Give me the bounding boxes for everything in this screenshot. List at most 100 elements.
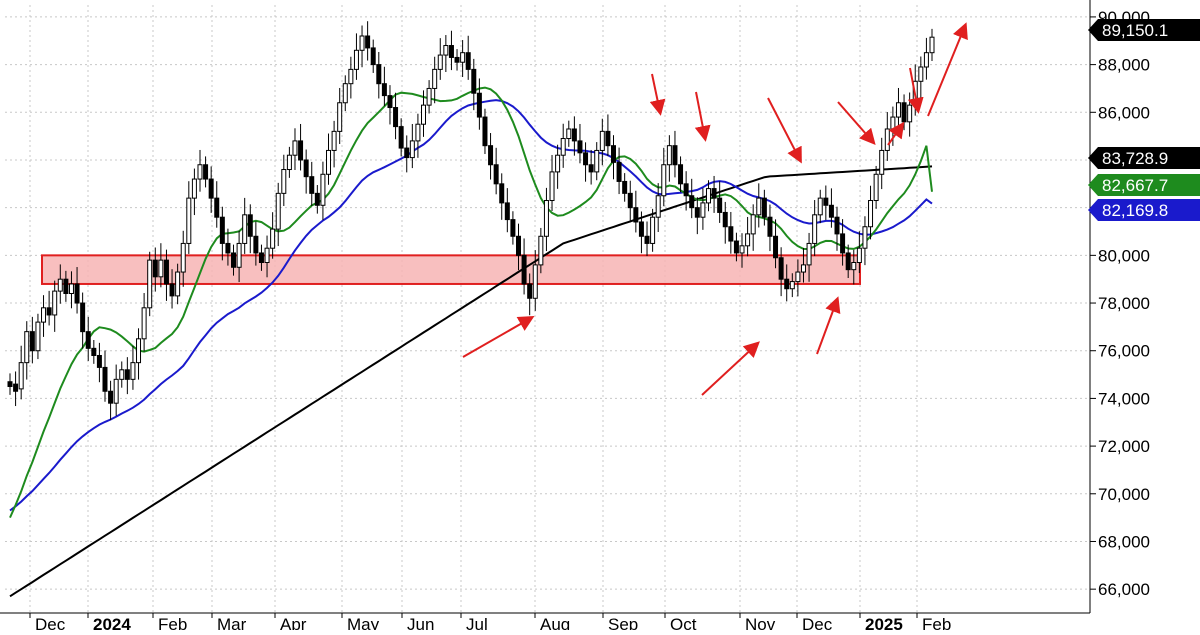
y-tick-label: 86,000 xyxy=(1098,103,1150,122)
support-zone-layer xyxy=(41,254,861,285)
candle-body xyxy=(314,192,320,206)
candle-body xyxy=(778,257,784,280)
candle-body xyxy=(722,211,728,228)
candle-body xyxy=(488,145,494,166)
y-tick-label: 76,000 xyxy=(1098,342,1150,361)
candle-body xyxy=(476,92,482,118)
candle-body xyxy=(275,192,281,230)
candle-body xyxy=(761,197,767,218)
candle-body xyxy=(767,216,773,237)
last-value-label: 83,728.9 xyxy=(1102,149,1168,168)
candle-body xyxy=(884,128,890,151)
candle-body xyxy=(895,102,901,118)
candle-body xyxy=(225,242,231,254)
candle-body xyxy=(113,378,119,404)
annotation-arrow xyxy=(816,296,841,355)
candle-body xyxy=(387,95,393,109)
candle-body xyxy=(180,242,186,273)
candle-body xyxy=(851,262,857,271)
candle-body xyxy=(102,366,108,392)
candle-body xyxy=(784,278,790,290)
candle-body xyxy=(219,216,225,244)
candle-body xyxy=(694,207,700,218)
candle-body xyxy=(253,235,259,254)
candle-body xyxy=(370,47,376,66)
last-value-label: 89,150.1 xyxy=(1102,21,1168,40)
candle-body xyxy=(147,259,153,309)
x-tick-label: Jul xyxy=(466,615,488,630)
candle-body xyxy=(566,128,572,140)
sma-200-line xyxy=(9,165,933,598)
candle-body xyxy=(163,259,169,285)
candle-body xyxy=(689,195,695,209)
candle-body xyxy=(191,178,197,199)
x-tick-label: Sep xyxy=(608,615,638,630)
candle-body xyxy=(672,145,678,166)
candle-body xyxy=(454,56,460,63)
candle-body xyxy=(594,149,600,173)
candle-body xyxy=(404,147,410,159)
candle-body xyxy=(236,242,242,268)
candle-body xyxy=(655,195,661,218)
candle-body xyxy=(119,369,125,380)
candle-body xyxy=(868,200,874,228)
candle-body xyxy=(717,197,723,213)
candle-body xyxy=(515,235,521,256)
candle-body xyxy=(448,45,454,58)
candle-body xyxy=(622,180,628,194)
candle-body xyxy=(152,259,158,278)
candle-body xyxy=(510,219,516,237)
candle-body xyxy=(460,52,466,63)
candle-body xyxy=(599,130,605,151)
candle-body xyxy=(733,240,739,254)
candle-body xyxy=(543,200,549,237)
candle-body xyxy=(258,252,264,264)
candle-body xyxy=(52,290,58,316)
candle-body xyxy=(421,104,427,125)
candle-body xyxy=(415,123,421,142)
candle-body xyxy=(638,221,644,237)
annotation-arrows-layer xyxy=(462,22,968,396)
candle-body xyxy=(359,35,365,51)
y-tick-label: 68,000 xyxy=(1098,532,1150,551)
candle-body xyxy=(806,242,812,266)
candle-body xyxy=(398,126,404,149)
candle-body xyxy=(705,188,711,204)
candle-body xyxy=(35,321,41,352)
candle-body xyxy=(175,271,181,297)
candle-body xyxy=(231,252,237,268)
candle-body xyxy=(409,140,415,159)
candle-body xyxy=(840,233,846,254)
x-tick-label: May xyxy=(347,615,380,630)
candle-body xyxy=(700,202,706,218)
candle-body xyxy=(286,154,292,171)
candle-body xyxy=(80,302,86,333)
candle-body xyxy=(879,149,885,175)
candle-body xyxy=(650,216,656,244)
candle-body xyxy=(918,66,924,82)
y-tick-label: 74,000 xyxy=(1098,389,1150,408)
candle-body xyxy=(756,197,762,216)
x-tick-label: Feb xyxy=(922,615,951,630)
candle-body xyxy=(7,381,13,387)
candle-body xyxy=(644,235,650,244)
candle-body xyxy=(661,164,667,197)
candle-body xyxy=(532,264,538,299)
candle-body xyxy=(577,140,583,154)
candle-body xyxy=(426,87,432,106)
candle-body xyxy=(208,178,214,199)
candle-body xyxy=(683,183,689,197)
y-tick-label: 80,000 xyxy=(1098,246,1150,265)
candle-body xyxy=(353,49,359,70)
candle-body xyxy=(108,390,114,404)
grid-lines xyxy=(5,5,1090,613)
candle-body xyxy=(739,245,745,254)
annotation-arrow xyxy=(701,341,760,396)
candle-body xyxy=(929,36,935,54)
candle-body xyxy=(711,188,717,199)
candle-body xyxy=(91,347,97,356)
candle-body xyxy=(907,104,913,123)
